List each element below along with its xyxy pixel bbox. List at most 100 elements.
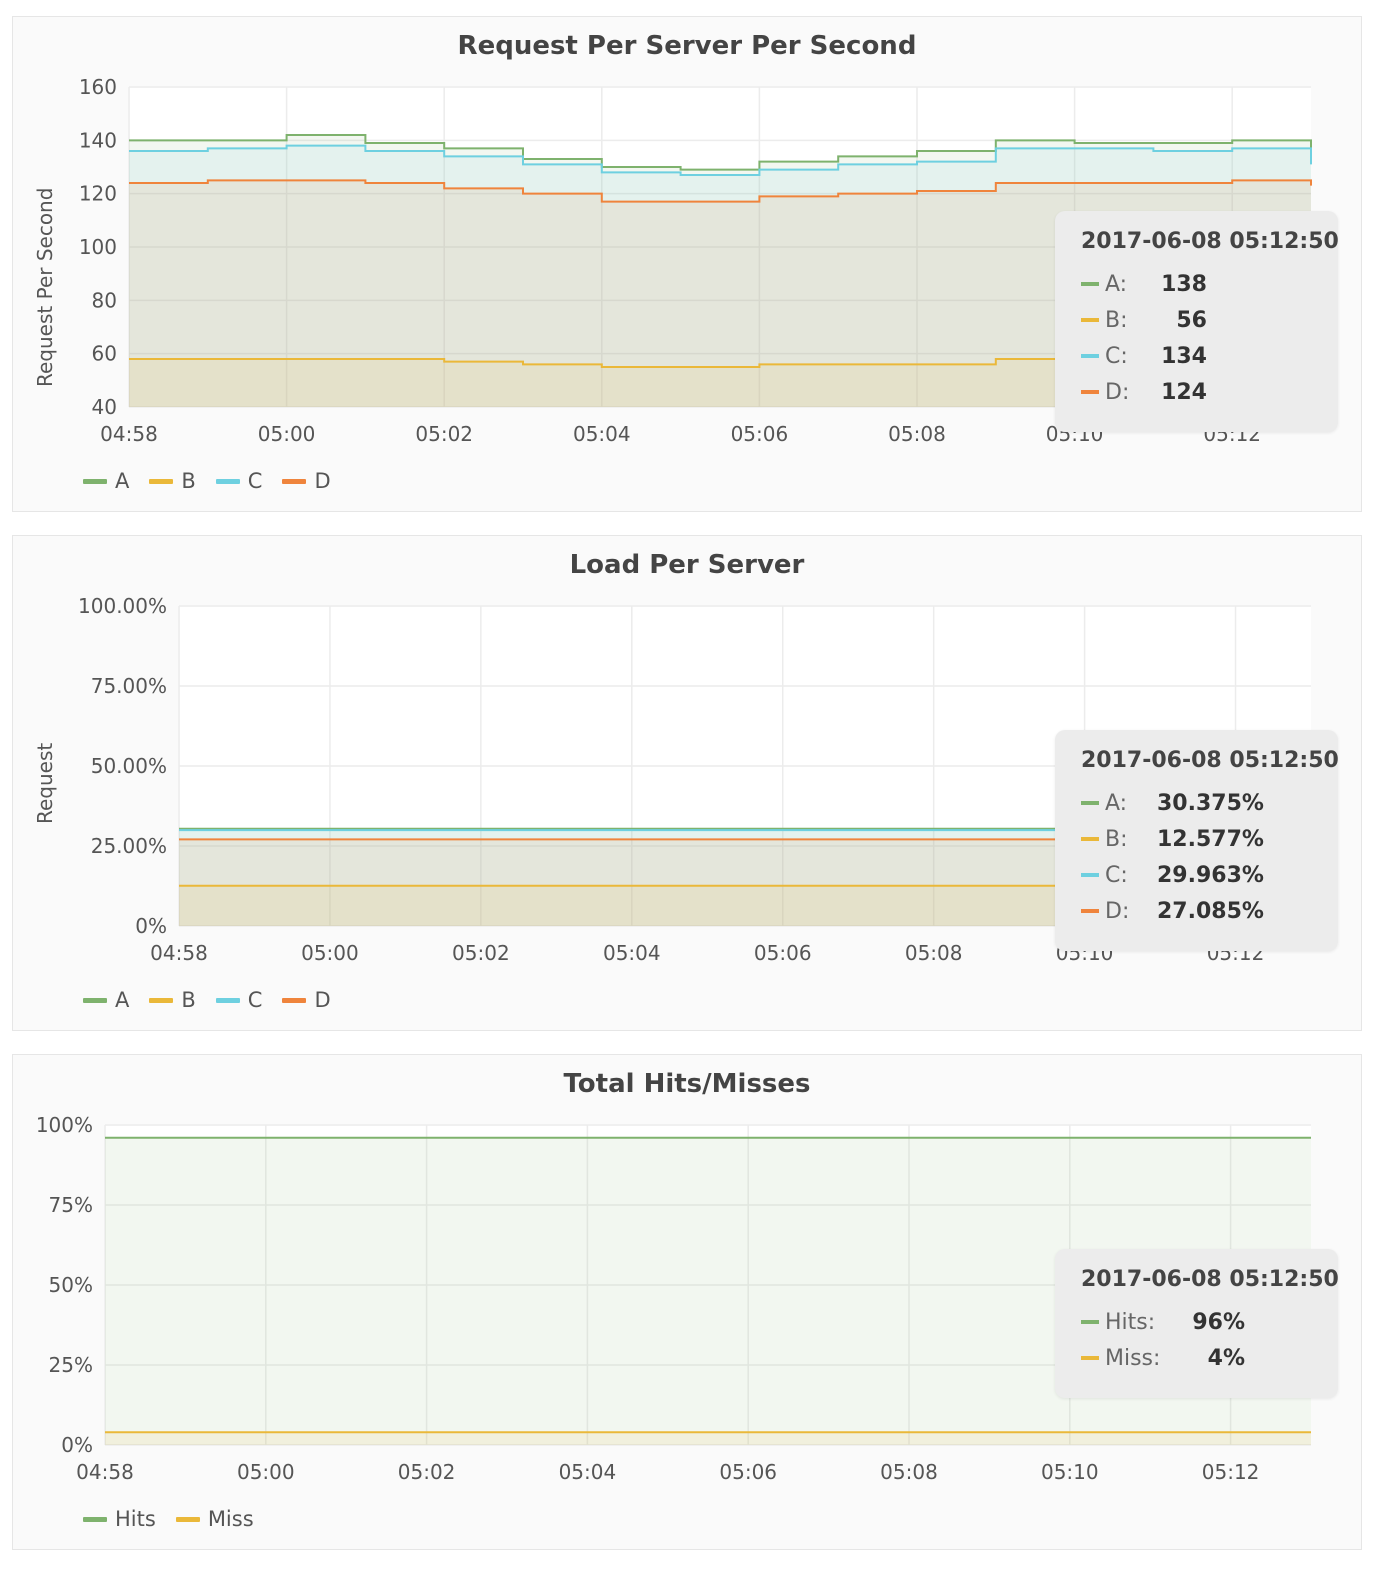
x-tick-label: 05:04 bbox=[573, 422, 631, 446]
x-tick-label: 05:12 bbox=[1202, 1460, 1260, 1484]
legend-item-a[interactable]: A bbox=[83, 469, 129, 493]
legend-item-d[interactable]: D bbox=[282, 988, 331, 1012]
tooltip-swatch bbox=[1081, 318, 1099, 322]
x-tick-label: 05:08 bbox=[905, 941, 963, 965]
legend-swatch bbox=[175, 1516, 200, 1522]
panel-title: Total Hits/Misses bbox=[563, 1069, 811, 1099]
tooltip-value: 96% bbox=[1192, 1309, 1245, 1335]
tooltip-rows: A: 30.375% B: 12.577% C: 29.963% D: 27.085% bbox=[1081, 785, 1314, 929]
legend-label: A bbox=[115, 988, 130, 1012]
tooltip: 2017-06-08 05:12:50 Hits: 96% Miss: 4% bbox=[1055, 1249, 1339, 1398]
y-tick-label: 160 bbox=[79, 75, 117, 99]
legend-item-miss[interactable]: Miss bbox=[175, 1507, 254, 1531]
x-tick-label: 05:04 bbox=[559, 1460, 617, 1484]
tooltip-swatch bbox=[1081, 837, 1099, 841]
legend-label: A bbox=[115, 469, 130, 493]
legend-swatch bbox=[282, 478, 307, 484]
tooltip-value: 56 bbox=[1176, 307, 1207, 333]
legend-item-hits[interactable]: Hits bbox=[83, 1507, 156, 1531]
series-fill-d bbox=[179, 839, 1311, 926]
tooltip-series-name: B: bbox=[1105, 307, 1128, 333]
legend-swatch bbox=[149, 997, 174, 1003]
series-fill-c bbox=[129, 145, 1311, 407]
tooltip-value: 4% bbox=[1207, 1345, 1245, 1371]
series-fill-hits bbox=[105, 1137, 1311, 1445]
x-tick-label: 05:06 bbox=[731, 422, 789, 446]
x-tick-label: 04:58 bbox=[150, 941, 208, 965]
legend-swatch bbox=[282, 997, 307, 1003]
legend-swatch bbox=[83, 478, 107, 484]
tooltip-value: 12.577% bbox=[1157, 826, 1264, 852]
tooltip-row: A: 30.375% bbox=[1081, 785, 1314, 821]
tooltip-value: 30.375% bbox=[1157, 790, 1264, 816]
legend-item-c[interactable]: C bbox=[215, 469, 263, 493]
x-tick-label: 05:06 bbox=[754, 941, 812, 965]
legend-label: C bbox=[247, 988, 263, 1012]
legend-label: D bbox=[314, 988, 331, 1012]
tooltip-swatch bbox=[1081, 1356, 1099, 1360]
y-tick-label: 25.00% bbox=[91, 834, 167, 858]
tooltip: 2017-06-08 05:12:50 A: 30.375% B: 12.577% C:… bbox=[1055, 730, 1339, 951]
legend-label: C bbox=[247, 469, 263, 493]
panel-title: Load Per Server bbox=[569, 550, 805, 580]
tooltip-row: D: 124 bbox=[1081, 374, 1314, 410]
x-tick-label: 05:02 bbox=[415, 422, 473, 446]
y-tick-label: 40 bbox=[92, 395, 117, 419]
legend-label: B bbox=[181, 988, 196, 1012]
legend-swatch bbox=[215, 997, 240, 1003]
y-tick-label: 0% bbox=[61, 1433, 93, 1457]
legend-item-b[interactable]: B bbox=[149, 988, 196, 1012]
panel-load-per-server: Load Per Server Request 0% 25.00% 50.00% 75… bbox=[12, 535, 1362, 1031]
legend-item-a[interactable]: A bbox=[83, 988, 129, 1012]
x-tick-label: 05:04 bbox=[603, 941, 661, 965]
panel-total-hits-misses: Total Hits/Misses 0% 25% 50% 75% 100% 04:58 05… bbox=[12, 1054, 1362, 1550]
tooltip-row: D: 27.085% bbox=[1081, 893, 1314, 929]
legend-swatch bbox=[83, 997, 107, 1003]
x-tick-label: 05:08 bbox=[880, 1460, 938, 1484]
series-fill-a bbox=[179, 828, 1311, 926]
series-fill-b bbox=[129, 359, 1311, 407]
tooltip-series-name: Hits: bbox=[1105, 1309, 1156, 1335]
legend-label: Miss bbox=[207, 1507, 254, 1531]
tooltip-time: 2017-06-08 05:12:50 bbox=[1081, 748, 1339, 773]
x-tick-label: 05:02 bbox=[398, 1460, 456, 1484]
tooltip-series-name: A: bbox=[1105, 271, 1128, 297]
y-tick-label: 100.00% bbox=[78, 594, 167, 618]
y-tick-label: 75.00% bbox=[91, 674, 167, 698]
tooltip-row: C: 29.963% bbox=[1081, 857, 1314, 893]
tooltip-series-name: D: bbox=[1105, 898, 1130, 924]
legend: A B C D bbox=[83, 988, 331, 1012]
tooltip-value: 134 bbox=[1161, 343, 1207, 369]
tooltip-time: 2017-06-08 05:12:50 bbox=[1081, 1267, 1339, 1292]
legend-item-c[interactable]: C bbox=[215, 988, 263, 1012]
legend-item-d[interactable]: D bbox=[282, 469, 331, 493]
panel-title: Request Per Server Per Second bbox=[457, 31, 917, 61]
tooltip-swatch bbox=[1081, 354, 1099, 358]
legend-swatch bbox=[83, 1516, 107, 1522]
tooltip-value: 138 bbox=[1161, 271, 1207, 297]
tooltip-row: Miss: 4% bbox=[1081, 1340, 1314, 1376]
x-tick-label: 05:10 bbox=[1041, 1460, 1099, 1484]
series-fill-c bbox=[179, 830, 1311, 926]
tooltip-series-name: C: bbox=[1105, 343, 1128, 369]
y-tick-label: 0% bbox=[135, 914, 167, 938]
tooltip-swatch bbox=[1081, 1320, 1099, 1324]
y-tick-label: 50% bbox=[49, 1273, 93, 1297]
tooltip-series-name: Miss: bbox=[1105, 1345, 1161, 1371]
x-tick-label: 05:00 bbox=[237, 1460, 295, 1484]
tooltip-value: 124 bbox=[1161, 379, 1207, 405]
y-tick-label: 140 bbox=[79, 128, 117, 152]
series-fill-miss bbox=[105, 1432, 1311, 1445]
tooltip-time: 2017-06-08 05:12:50 bbox=[1081, 229, 1339, 254]
series-line-c[interactable] bbox=[129, 144, 1312, 176]
legend-label: B bbox=[181, 469, 196, 493]
legend-item-b[interactable]: B bbox=[149, 469, 196, 493]
series-line-d[interactable] bbox=[129, 179, 1312, 203]
tooltip-series-name: B: bbox=[1105, 826, 1128, 852]
y-tick-label: 25% bbox=[49, 1353, 93, 1377]
x-tick-label: 05:02 bbox=[452, 941, 510, 965]
legend-swatch bbox=[149, 478, 174, 484]
tooltip: 2017-06-08 05:12:50 A: 138 B: 56 C: 134 D: 124 bbox=[1055, 211, 1339, 432]
tooltip-row: A: 138 bbox=[1081, 266, 1314, 302]
x-tick-label: 05:06 bbox=[719, 1460, 777, 1484]
